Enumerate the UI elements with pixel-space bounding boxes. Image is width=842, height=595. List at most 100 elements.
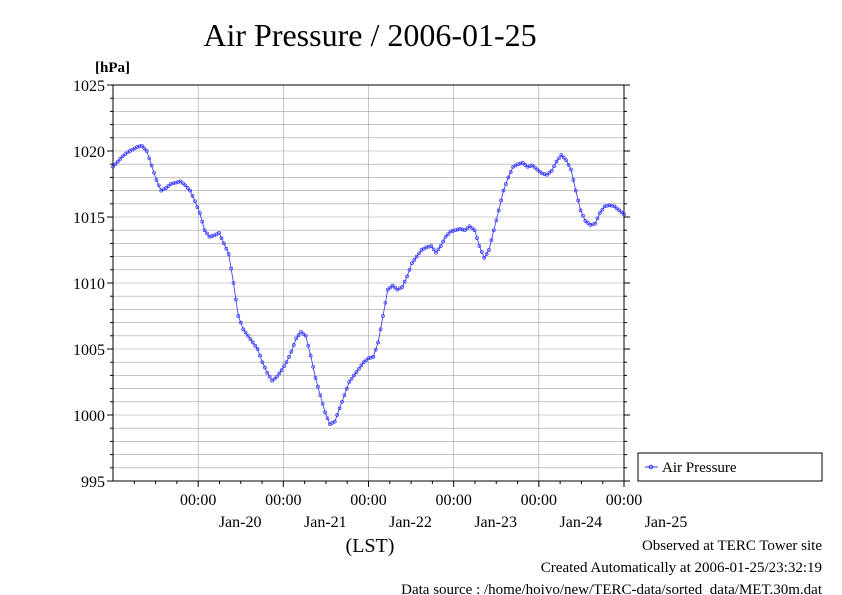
data-point: [267, 374, 272, 379]
data-point: [385, 287, 390, 292]
axes: 99510001005101010151020102500:00Jan-2000…: [73, 78, 687, 531]
data-point: [417, 251, 421, 256]
data-point: [545, 172, 549, 177]
data-point: [347, 380, 352, 384]
data-point: [451, 229, 455, 233]
data-point: [518, 161, 523, 166]
data-point: [209, 234, 214, 238]
data-point: [388, 285, 393, 290]
legend: Air Pressure: [637, 452, 823, 482]
data-point: [349, 376, 354, 381]
data-point: [144, 149, 149, 153]
data-point: [142, 146, 147, 151]
y-tick-label: 1010: [73, 276, 105, 293]
data-point: [431, 247, 436, 252]
data-point: [595, 216, 600, 221]
footer-observed: Observed at TERC Tower site: [642, 538, 822, 554]
data-point: [491, 228, 496, 233]
data-point: [258, 353, 262, 358]
data-point: [537, 169, 542, 174]
data-point: [617, 208, 622, 213]
data-point: [337, 406, 342, 411]
data-point: [224, 246, 229, 251]
legend-label: Air Pressure: [662, 460, 737, 476]
data-point: [275, 374, 279, 379]
data-point: [622, 212, 626, 217]
data-point: [590, 222, 595, 227]
data-point: [205, 231, 209, 236]
data-point: [301, 331, 306, 336]
data-point: [463, 228, 467, 233]
y-axis-unit-label: [hPa]: [95, 60, 130, 76]
data-point: [436, 247, 441, 252]
data-point: [241, 327, 246, 332]
x-tick-time-label: 00:00: [521, 492, 557, 509]
data-point: [238, 320, 243, 325]
data-point: [455, 227, 460, 232]
data-point: [140, 143, 144, 148]
x-tick-date-label: Jan-25: [645, 514, 688, 531]
series-line: [112, 145, 625, 425]
data-point: [263, 365, 267, 370]
data-point: [530, 163, 535, 168]
data-point: [246, 333, 250, 338]
data-point: [578, 208, 583, 213]
y-tick-label: 995: [81, 474, 105, 491]
data-point: [508, 170, 513, 174]
data-point: [371, 355, 376, 359]
data-point: [294, 336, 299, 341]
data-point: [299, 329, 303, 334]
data-point: [154, 178, 159, 182]
data-point: [569, 167, 573, 172]
x-tick-date-label: Jan-24: [560, 514, 603, 531]
data-point: [149, 163, 154, 168]
data-point: [248, 337, 253, 341]
data-point: [118, 157, 123, 161]
data-point: [272, 376, 277, 381]
data-point: [460, 227, 465, 232]
data-point: [470, 226, 474, 231]
data-point: [458, 227, 462, 231]
data-point: [477, 244, 482, 248]
data-point: [547, 170, 552, 175]
data-point: [308, 353, 313, 358]
y-tick-label: 1000: [73, 408, 105, 425]
x-tick-date-label: Jan-21: [304, 514, 347, 531]
data-point: [557, 156, 561, 161]
data-point: [525, 164, 530, 169]
data-point: [381, 314, 385, 318]
data-point: [607, 203, 612, 207]
data-point: [400, 285, 405, 289]
data-point: [479, 250, 484, 254]
data-point: [393, 285, 397, 290]
data-point: [335, 413, 340, 417]
data-point: [410, 261, 414, 266]
legend-marker: [648, 464, 654, 470]
data-point: [306, 343, 311, 348]
data-point: [532, 165, 537, 170]
data-point: [316, 384, 320, 389]
data-point: [504, 182, 508, 186]
data-point: [152, 170, 156, 175]
data-point: [111, 164, 115, 169]
data-point: [190, 194, 195, 198]
data-point: [137, 144, 142, 149]
data-point: [499, 198, 503, 203]
data-point: [600, 207, 605, 212]
data-point: [376, 340, 380, 345]
data-point: [465, 226, 470, 231]
data-point: [559, 153, 564, 157]
data-point: [332, 419, 337, 424]
data-point: [438, 244, 443, 248]
x-tick-date-label: Jan-22: [389, 514, 432, 531]
footer-data-source: Data source : /home/hoivo/new/TERC-data/…: [401, 582, 823, 595]
data-point: [318, 393, 323, 398]
data-point: [361, 360, 366, 365]
data-point: [378, 327, 383, 332]
data-point: [402, 279, 407, 284]
data-point: [342, 393, 347, 398]
data-point: [571, 178, 576, 182]
data-point: [156, 183, 161, 188]
data-point: [619, 210, 624, 215]
